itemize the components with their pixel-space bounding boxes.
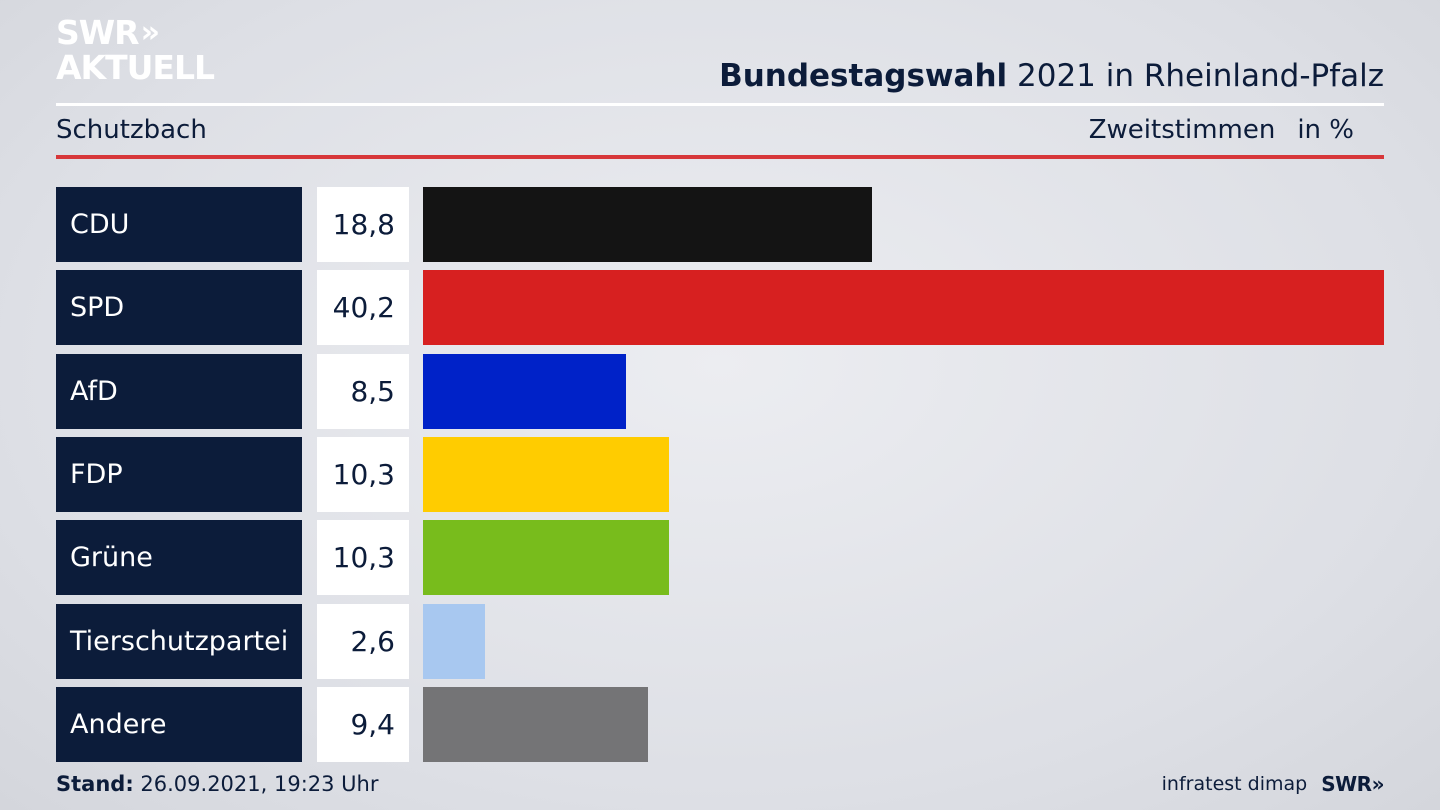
chart-row: CDU 18,8 bbox=[56, 187, 1384, 262]
bar bbox=[423, 520, 669, 595]
logo-aktuell-text: AKTUELL bbox=[56, 48, 215, 87]
bar bbox=[423, 687, 648, 762]
unit-text: in % bbox=[1297, 115, 1354, 145]
bar bbox=[423, 187, 872, 262]
chart-row: Grüne 10,3 bbox=[56, 520, 1384, 595]
bar bbox=[423, 354, 626, 429]
value-label: 2,6 bbox=[317, 604, 409, 679]
party-label: FDP bbox=[56, 437, 302, 512]
value-label: 10,3 bbox=[317, 437, 409, 512]
timestamp: Stand: 26.09.2021, 19:23 Uhr bbox=[56, 772, 379, 796]
source-credit: infratest dimap SWR» bbox=[1161, 772, 1385, 796]
chart-row: SPD 40,2 bbox=[56, 270, 1384, 345]
value-label: 9,4 bbox=[317, 687, 409, 762]
bar bbox=[423, 437, 669, 512]
chart-row: Andere 9,4 bbox=[56, 687, 1384, 762]
swr-aktuell-logo: SWR» AKTUELL bbox=[56, 13, 215, 87]
measure-label: Zweitstimmen in % bbox=[1089, 115, 1354, 145]
value-label: 10,3 bbox=[317, 520, 409, 595]
title-rest: 2021 in Rheinland-Pfalz bbox=[1007, 58, 1384, 94]
party-label: Tierschutzpartei bbox=[56, 604, 302, 679]
logo-swr-text: SWR bbox=[56, 13, 140, 52]
party-label: CDU bbox=[56, 187, 302, 262]
bar bbox=[423, 270, 1384, 345]
swr-brand-logo: SWR» bbox=[1321, 772, 1384, 796]
party-label: AfD bbox=[56, 354, 302, 429]
accent-divider bbox=[56, 155, 1384, 159]
party-label: Grüne bbox=[56, 520, 302, 595]
title-bold: Bundestagswahl bbox=[719, 58, 1008, 94]
value-label: 8,5 bbox=[317, 354, 409, 429]
value-label: 18,8 bbox=[317, 187, 409, 262]
value-label: 40,2 bbox=[317, 270, 409, 345]
source-text: infratest dimap bbox=[1161, 773, 1308, 795]
region-name: Schutzbach bbox=[56, 115, 207, 145]
stand-label: Stand: bbox=[56, 772, 134, 796]
party-label: Andere bbox=[56, 687, 302, 762]
stand-value: 26.09.2021, 19:23 Uhr bbox=[133, 772, 379, 796]
party-label: SPD bbox=[56, 270, 302, 345]
bar bbox=[423, 604, 485, 679]
measure-text: Zweitstimmen bbox=[1088, 115, 1276, 145]
chart-row: FDP 10,3 bbox=[56, 437, 1384, 512]
chart-row: AfD 8,5 bbox=[56, 354, 1384, 429]
header-divider bbox=[56, 103, 1384, 106]
chart-title: Bundestagswahl 2021 in Rheinland-Pfalz bbox=[719, 58, 1384, 94]
chevrons-icon: » bbox=[140, 14, 161, 50]
chart-row: Tierschutzpartei 2,6 bbox=[56, 604, 1384, 679]
